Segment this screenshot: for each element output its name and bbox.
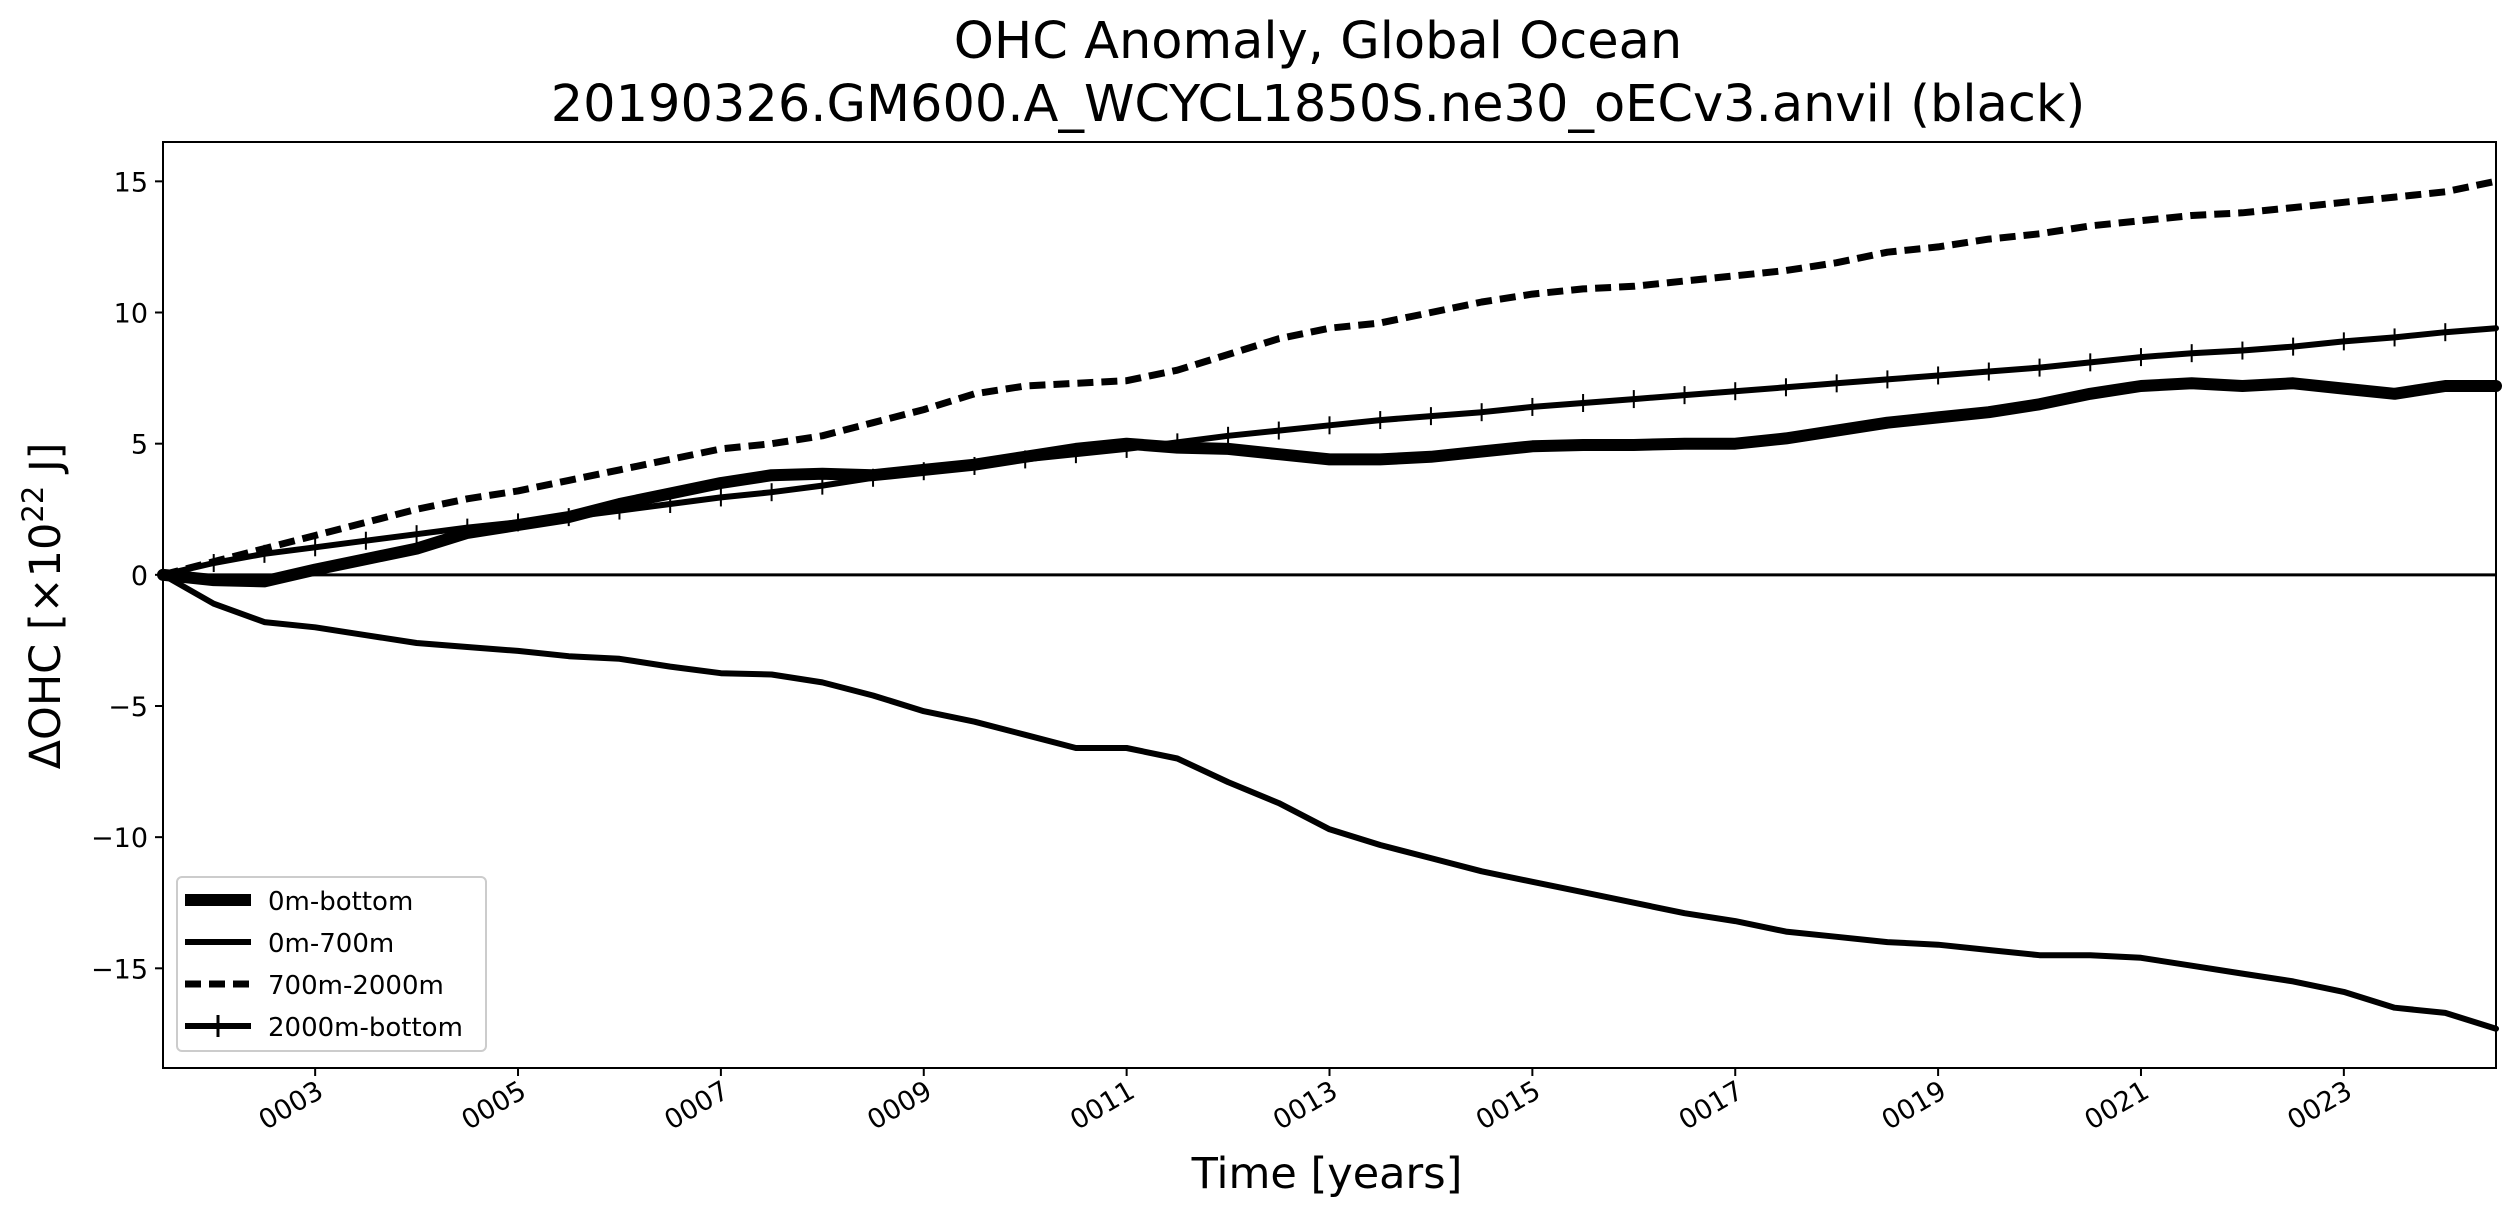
plot-frame: [162, 141, 2497, 1069]
y-tick-label: 10: [114, 299, 148, 330]
y-tick-label: −15: [91, 954, 148, 985]
legend-frame: [176, 876, 487, 1052]
series-group: [157, 177, 2502, 1032]
y-axis-ticks: 15 10 5 0 −5 −10 −15: [91, 167, 163, 985]
y-axis-label-unit: J]: [21, 443, 71, 486]
chart-title: OHC Anomaly, Global Ocean: [954, 12, 1682, 71]
y-axis-label: ΔOHC [×1022 J]: [16, 443, 71, 770]
y-tick-label: 0: [131, 561, 148, 592]
y-axis-label-main: ΔOHC [×10: [21, 523, 71, 770]
y-tick-label: 15: [114, 167, 148, 198]
chart-subtitle: 20190326.GM600.A_WCYCL1850S.ne30_oECv3.a…: [551, 75, 2086, 134]
y-tick-label: −5: [108, 692, 148, 723]
y-tick-label: −10: [91, 823, 148, 854]
legend-label-700m-2000m: 700m-2000m: [268, 971, 444, 1001]
x-axis-label: Time [years]: [1191, 1149, 1463, 1199]
y-axis-label-exponent: 22: [16, 486, 50, 523]
legend-label-2000m-bottom: 2000m-bottom: [268, 1013, 463, 1043]
series-line-700m-2000m: [162, 177, 2497, 579]
series-line-0m-700m: [160, 571, 2499, 1032]
y-tick-label: 5: [131, 430, 148, 461]
legend: 0m-bottom 0m-700m 700m-2000m 2000m-botto…: [176, 876, 487, 1052]
legend-label-0m-bottom: 0m-bottom: [268, 887, 413, 917]
legend-label-0m-700m: 0m-700m: [268, 929, 394, 959]
